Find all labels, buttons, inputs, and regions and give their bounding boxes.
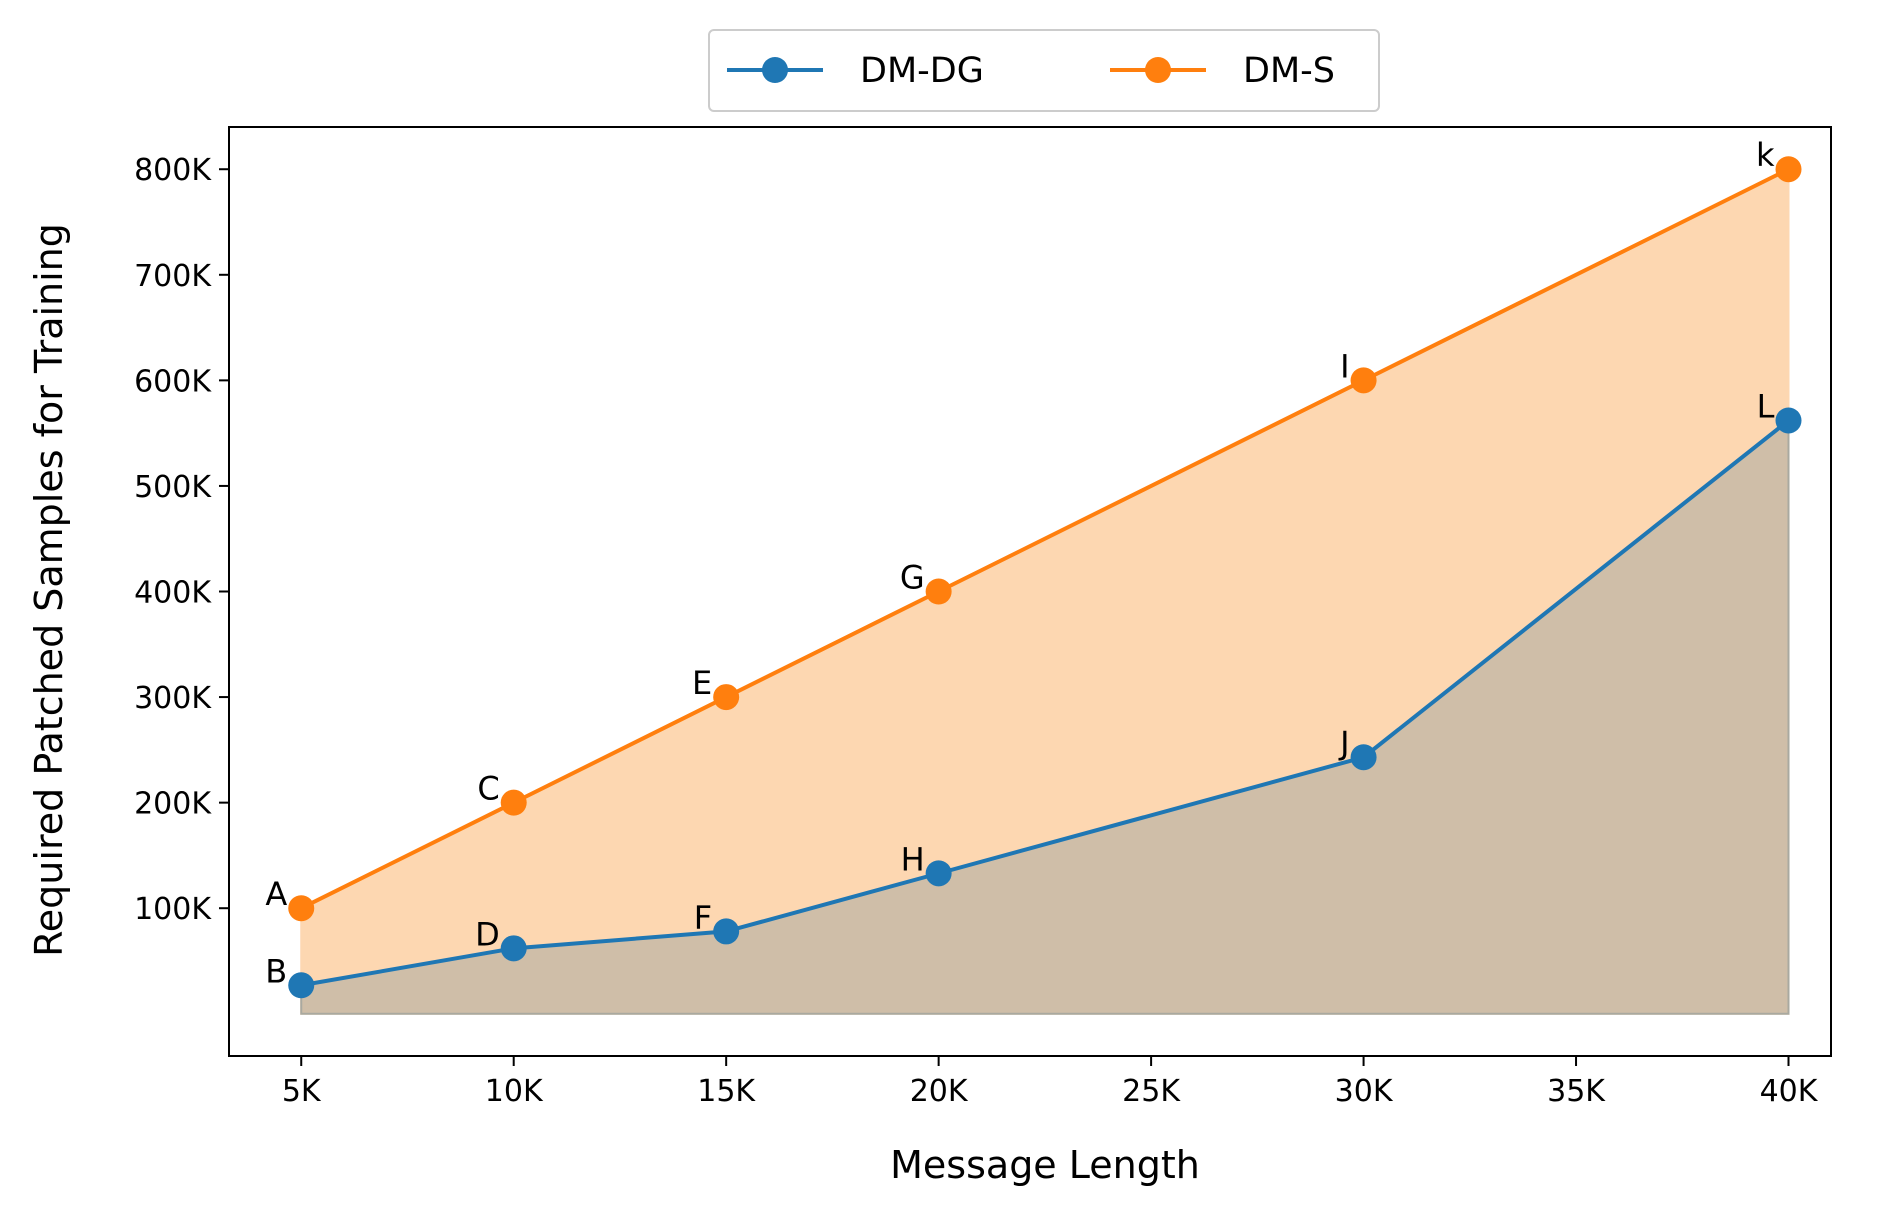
point-label: H	[901, 840, 925, 878]
legend-marker-dm-dg	[762, 57, 788, 83]
data-point-dm-s	[1350, 367, 1377, 394]
y-tick-label: 600K	[134, 364, 212, 399]
data-point-dm-dg	[713, 918, 740, 945]
y-tick-label: 800K	[134, 153, 212, 188]
x-axis: 5K 10K 15K 20K 25K 30K 35K 40K	[282, 1056, 1819, 1109]
data-point-dm-dg	[500, 935, 527, 962]
x-tick-label: 30K	[1335, 1074, 1394, 1109]
point-label: A	[265, 875, 287, 913]
point-label: D	[475, 915, 500, 953]
point-label: E	[692, 664, 712, 702]
point-label: F	[694, 898, 712, 936]
x-tick-label: 25K	[1122, 1074, 1181, 1109]
x-axis-title: Message Length	[890, 1143, 1200, 1187]
data-point-dm-dg	[1350, 744, 1377, 771]
y-axis-title: Required Patched Samples for Training	[27, 223, 71, 957]
series-lines	[300, 167, 1790, 988]
x-tick-label: 10K	[485, 1074, 544, 1109]
point-labels: B D F H J L A C E G Ik	[265, 136, 1775, 990]
data-point-dm-s	[288, 895, 315, 922]
point-label: C	[477, 770, 499, 808]
y-tick-label: 300K	[134, 681, 212, 716]
legend-marker-dm-s	[1145, 57, 1171, 83]
y-tick-label: 500K	[134, 470, 212, 505]
y-axis: 100K 200K 300K 400K 500K 600K 700K 800K	[134, 153, 229, 927]
x-tick-label: 35K	[1547, 1074, 1606, 1109]
point-label: L	[1757, 387, 1775, 425]
data-point-dm-dg	[1775, 407, 1802, 434]
data-point-dm-s	[1775, 156, 1802, 183]
point-label: B	[265, 952, 287, 990]
legend-label-dm-s: DM-S	[1243, 51, 1335, 91]
y-tick-label: 200K	[134, 787, 212, 822]
y-tick-label: 700K	[134, 259, 212, 294]
series-line-dm-dg	[300, 418, 1790, 988]
legend-label-dm-dg: DM-DG	[860, 51, 984, 91]
data-point-dm-s	[925, 578, 952, 605]
data-point-dm-s	[500, 789, 527, 816]
y-tick-label: 400K	[134, 576, 212, 611]
point-label: G	[900, 559, 925, 597]
legend-box	[708, 29, 1380, 112]
point-label: I	[1340, 347, 1349, 385]
y-tick-label: 100K	[134, 892, 212, 927]
area-fills	[300, 167, 1790, 1015]
x-tick-label: 40K	[1760, 1074, 1819, 1109]
data-point-dm-dg	[288, 972, 315, 999]
x-tick-label: 5K	[282, 1074, 322, 1109]
x-tick-label: 20K	[910, 1074, 969, 1109]
legend: DM-DG DM-S	[708, 29, 1380, 112]
data-point-dm-dg	[925, 860, 952, 887]
series-points	[288, 156, 1802, 999]
point-label: J	[1338, 724, 1349, 762]
series-line-dm-s	[300, 167, 1790, 910]
data-point-dm-s	[713, 684, 740, 711]
x-tick-label: 15K	[697, 1074, 756, 1109]
point-label: k	[1756, 136, 1775, 174]
